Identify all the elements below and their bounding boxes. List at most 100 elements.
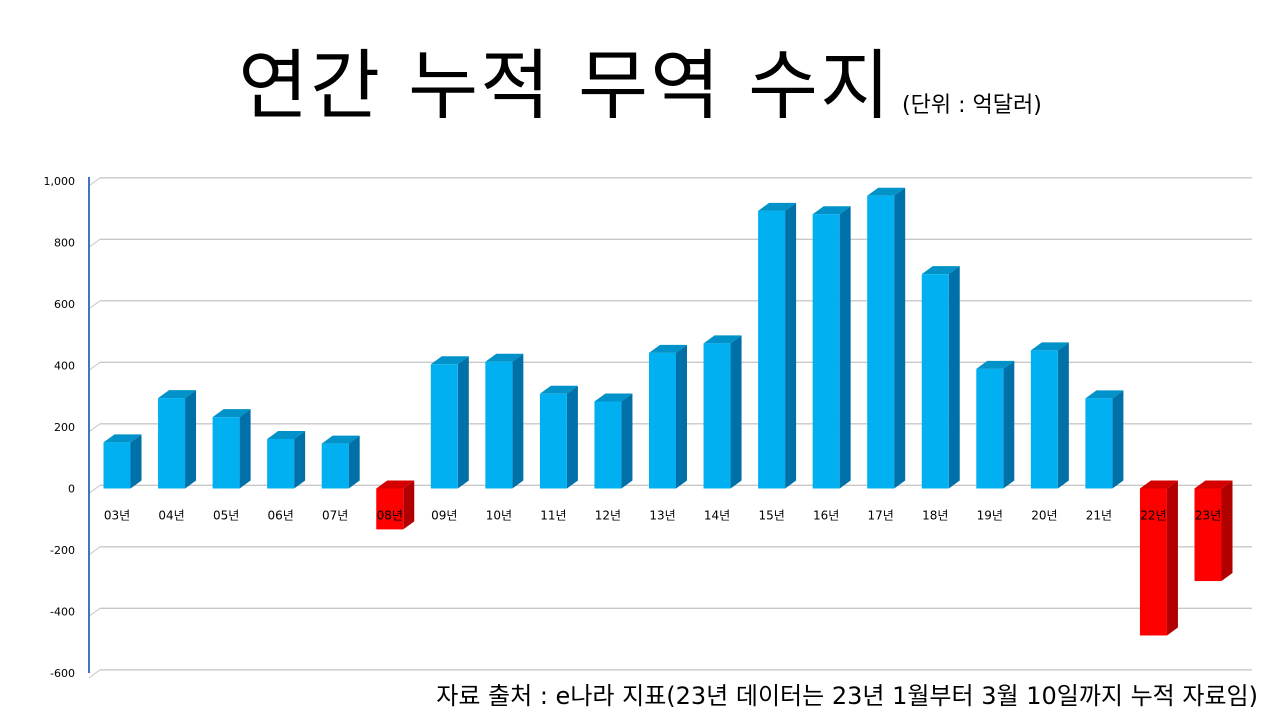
bar (212, 417, 240, 489)
x-tick-label: 16년 (813, 509, 839, 523)
y-tick-label: -400 (50, 606, 75, 619)
bar (976, 368, 1004, 489)
bar-top (158, 390, 197, 399)
x-tick-label: 21년 (1086, 509, 1112, 523)
bar-side (294, 430, 306, 489)
bar-top (1139, 480, 1178, 489)
bar (921, 274, 949, 489)
x-tick-label: 19년 (977, 509, 1003, 523)
bar-top (321, 435, 360, 444)
bar-side (130, 434, 142, 489)
bar-top (976, 360, 1015, 369)
bar-side (1166, 480, 1178, 636)
bar-top (594, 393, 633, 402)
gridline-depth (88, 546, 101, 556)
gridline-depth (88, 361, 101, 371)
x-tick-label: 17년 (868, 509, 894, 523)
bar (1030, 350, 1058, 489)
bar-top (485, 353, 524, 362)
bar-top (703, 335, 742, 344)
y-tick-label: 400 (54, 360, 75, 373)
bar-top (1085, 390, 1124, 399)
bar-top (649, 344, 687, 353)
bar-side (676, 344, 687, 489)
y-tick-label: -600 (50, 667, 75, 680)
bar-side (730, 335, 742, 489)
bar (1085, 398, 1113, 489)
x-tick-label: 23년 (1195, 509, 1221, 523)
x-tick-label: 22년 (1140, 509, 1166, 523)
bar-side (185, 390, 197, 489)
bar-side (1112, 390, 1124, 489)
bar-side (1003, 360, 1015, 489)
bar (1139, 488, 1167, 636)
bar (649, 352, 676, 489)
x-tick-label: 13년 (649, 509, 675, 523)
x-tick-label: 08년 (377, 509, 403, 523)
bar (485, 361, 513, 489)
bar (758, 210, 786, 489)
gridline-depth (88, 607, 101, 617)
x-tick-label: 15년 (758, 509, 784, 523)
unit-label: (단위 : 억달러) (902, 93, 1042, 118)
bar (594, 401, 622, 489)
y-tick-label: 0 (68, 483, 75, 496)
x-tick-label: 10년 (486, 509, 512, 523)
gridline-depth (88, 238, 101, 248)
gridline-depth (88, 177, 101, 187)
bar (867, 195, 895, 489)
bar-top (921, 266, 960, 275)
bar-side (512, 353, 524, 489)
bar-side (894, 187, 906, 489)
y-tick-label: 200 (54, 421, 75, 434)
gridline-depth (88, 423, 101, 433)
bar-top (103, 434, 142, 443)
bar (267, 438, 295, 489)
bar-top (430, 356, 469, 365)
bar (321, 443, 349, 489)
bar (1194, 488, 1222, 582)
bar-side (948, 266, 960, 489)
bar-top (267, 430, 306, 439)
bar-top (812, 206, 851, 215)
x-tick-label: 20년 (1031, 509, 1057, 523)
bar-side (348, 435, 360, 489)
y-tick-label: 1,000 (44, 175, 76, 188)
x-tick-label: 03년 (104, 509, 130, 523)
bar (430, 364, 458, 489)
gridline-depth (88, 484, 101, 494)
bar-side (457, 356, 469, 489)
chart-title: 연간 누적 무역 수지 (238, 41, 893, 130)
gridline-depth (88, 669, 101, 679)
bar-side (785, 202, 797, 489)
bar-top (212, 409, 251, 418)
gridline-depth (88, 300, 101, 310)
bar-side (839, 206, 851, 489)
x-tick-label: 12년 (595, 509, 621, 523)
bar-side (566, 385, 578, 489)
bar-top (376, 480, 415, 489)
bar (103, 442, 131, 489)
bar-side (239, 409, 251, 489)
x-tick-label: 09년 (431, 509, 457, 523)
bar-side (1221, 480, 1233, 582)
bar-side (1057, 342, 1069, 489)
bar (376, 488, 404, 530)
bar (158, 398, 186, 489)
x-tick-label: 06년 (267, 509, 293, 523)
bar (539, 393, 567, 489)
x-tick-label: 04년 (158, 509, 184, 523)
bar (703, 343, 731, 489)
y-tick-label: 800 (54, 237, 75, 250)
bar-top (539, 385, 578, 394)
x-tick-label: 11년 (540, 509, 566, 523)
y-tick-label: -200 (50, 544, 75, 557)
chart-title-block: 연간 누적 무역 수지 (단위 : 억달러) (0, 24, 1280, 134)
bar-side (621, 393, 633, 489)
bar-side (403, 480, 415, 530)
source-note: 자료 출처 : e나라 지표(23년 데이터는 23년 1월부터 3월 10일까… (436, 682, 1258, 710)
y-tick-label: 600 (54, 298, 75, 311)
bar (812, 214, 840, 489)
bar-top (1030, 342, 1069, 351)
